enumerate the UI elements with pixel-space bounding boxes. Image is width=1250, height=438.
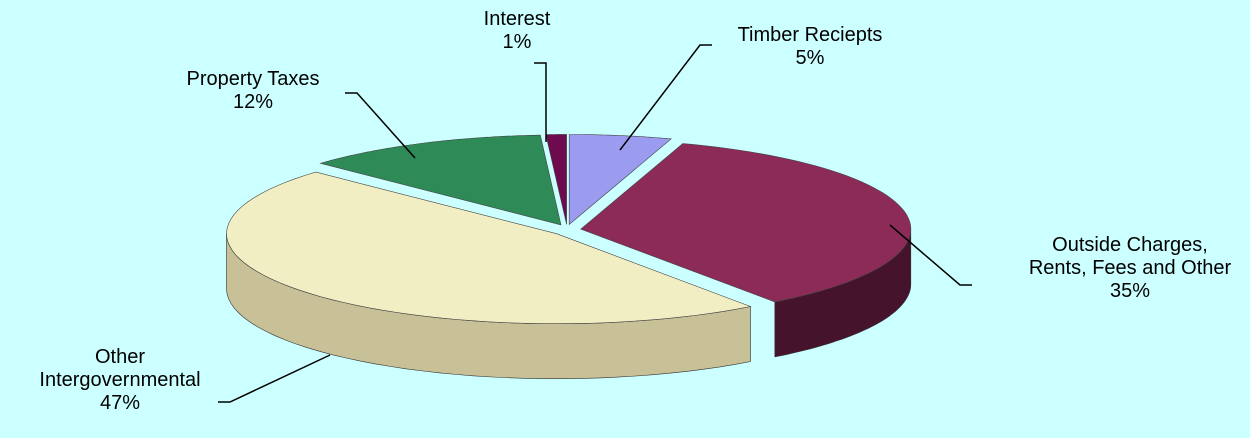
category-label: Timber Reciepts [737,24,883,46]
value-label: 1% [502,31,532,53]
category-label: Property Taxes [186,68,320,90]
slice-label: Other Intergovernmental 47% [30,346,210,415]
category-label: Outside Charges, Rents, Fees and Other [1028,234,1232,279]
value-label: 47% [99,392,141,414]
slice-label: Timber Reciepts 5% [705,24,915,70]
slice [319,134,562,226]
slice-label: Interest 1% [457,8,577,54]
value-label: 35% [1109,280,1151,302]
leader-line [534,62,547,142]
pie [226,134,912,379]
category-label: Interest [483,8,551,30]
leader-line [889,224,972,286]
slice [226,171,752,325]
category-label: Other Intergovernmental [39,346,201,391]
value-label: 5% [795,47,825,69]
slice [580,143,912,303]
slice [545,134,567,225]
slice [568,134,672,226]
leader-line [345,92,416,159]
leader-line [218,354,331,403]
value-label: 12% [232,91,274,113]
slice-label: Property Taxes 12% [153,68,353,114]
leader-lines [218,44,972,403]
slice-label: Outside Charges, Rents, Fees and Other 35… [1021,234,1239,303]
leader-line [619,44,712,151]
